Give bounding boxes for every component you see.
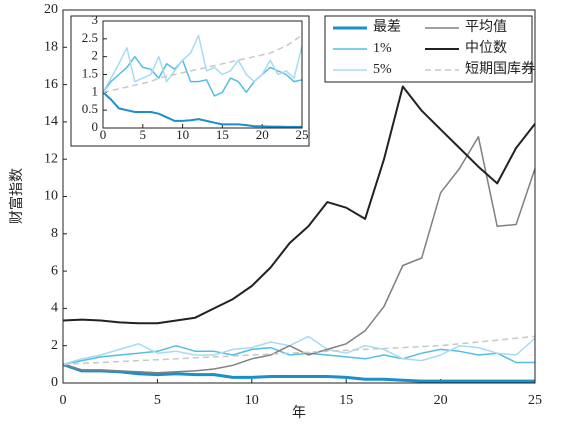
x-tick-label: 25	[528, 393, 542, 408]
y-tick-label: 2.5	[82, 30, 98, 45]
line-series	[62, 335, 536, 366]
y-tick-label: 18	[44, 40, 58, 55]
legend-label: 平均值	[465, 19, 507, 35]
x-tick-label: 15	[216, 127, 229, 142]
x-tick-label: 20	[434, 393, 448, 408]
y-tick-label: 4	[51, 301, 58, 316]
y-tick-label: 0.5	[82, 101, 98, 116]
x-tick-label: 0	[100, 127, 107, 142]
y-tick-label: 0	[92, 119, 99, 134]
legend-label: 5%	[373, 62, 392, 77]
y-tick-label: 12	[44, 151, 58, 166]
x-tick-label: 15	[339, 393, 353, 408]
legend-label: 1%	[373, 41, 392, 56]
x-tick-label: 0	[60, 393, 67, 408]
y-tick-label: 6	[51, 263, 58, 278]
y-tick-label: 20	[44, 2, 58, 17]
y-tick-label: 0	[51, 375, 58, 390]
x-tick-label: 25	[296, 127, 309, 142]
x-tick-label: 10	[245, 393, 259, 408]
plot-frame	[62, 9, 536, 384]
y-tick-label: 2	[92, 48, 99, 63]
y-tick-label: 3	[92, 12, 99, 27]
plot-frame	[102, 20, 303, 129]
x-tick-label: 5	[140, 127, 147, 142]
y-tick-label: 14	[44, 114, 58, 129]
legend-label: 最差	[373, 19, 401, 35]
line-series	[102, 34, 303, 93]
y-tick-label: 1.5	[82, 65, 98, 80]
x-tick-label: 5	[154, 393, 161, 408]
y-tick-label: 2	[51, 338, 58, 353]
line-series	[62, 85, 536, 325]
y-axis-label: 财富指数	[8, 168, 25, 224]
legend-label: 短期国库券	[465, 61, 535, 77]
legend-label: 中位数	[465, 40, 507, 56]
x-tick-label: 10	[176, 127, 189, 142]
line-series	[62, 335, 536, 366]
y-tick-label: 16	[44, 77, 58, 92]
y-tick-label: 10	[44, 189, 58, 204]
line-series	[102, 34, 303, 94]
line-series	[102, 91, 302, 128]
line-series	[62, 344, 535, 366]
x-tick-label: 20	[256, 127, 269, 142]
line-series	[62, 136, 536, 374]
line-series	[62, 362, 535, 383]
line-series	[102, 55, 303, 97]
x-axis-label: 年	[292, 405, 306, 421]
y-tick-label: 8	[51, 226, 58, 241]
y-tick-label: 1	[92, 83, 99, 98]
